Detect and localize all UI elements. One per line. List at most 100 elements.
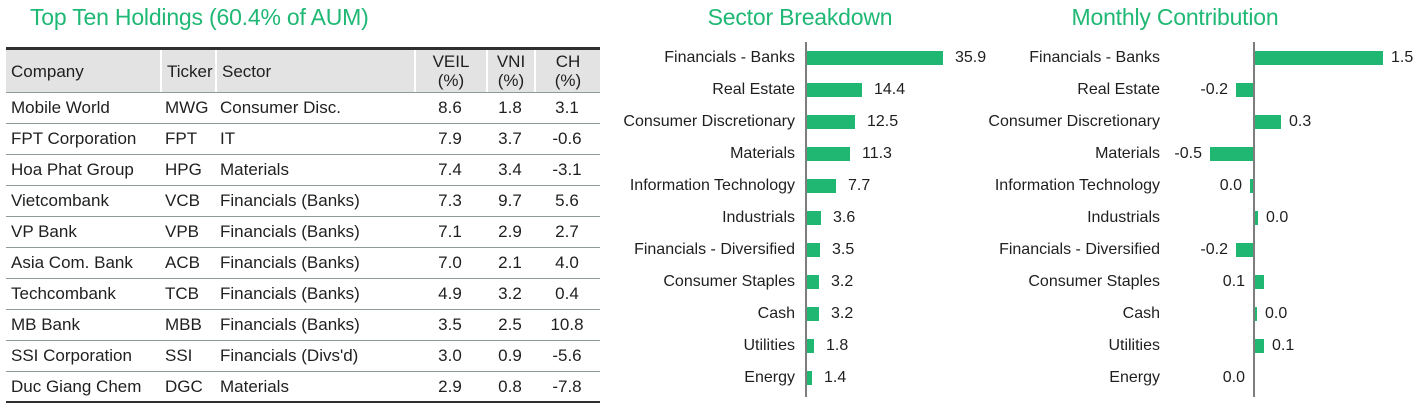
ch-cell: 2.7: [555, 222, 579, 241]
bar: [807, 115, 855, 129]
ticker-cell: ACB: [165, 253, 200, 272]
sector-cell: Financials (Divs'd): [220, 346, 359, 365]
bar: [807, 51, 943, 65]
ch-cell: -3.1: [552, 160, 582, 179]
bar: [807, 275, 819, 289]
chart-row: Financials - Banks 1.5: [970, 42, 1413, 74]
sector-cell: Financials (Banks): [220, 253, 360, 272]
vni-cell: 2.9: [498, 222, 522, 241]
category-label: Real Estate: [1077, 81, 1160, 98]
bar: [807, 307, 819, 321]
category-label: Utilities: [1108, 337, 1160, 354]
veil-cell: 7.4: [438, 160, 462, 179]
category-label: Consumer Staples: [1028, 273, 1160, 290]
sector-cell: Financials (Banks): [220, 191, 360, 210]
chart-row: Industrials 3.6: [590, 202, 1020, 234]
company-cell: Duc Giang Chem: [11, 376, 142, 396]
sector-chart-title: Sector Breakdown: [707, 4, 893, 30]
veil-cell: 7.0: [438, 253, 462, 272]
value-label: 3.5: [832, 241, 855, 258]
chart-row: Utilities 1.8: [590, 330, 1020, 362]
bar: [807, 147, 850, 161]
ch-cell: 0.4: [555, 284, 579, 303]
monthly-chart-title: Monthly Contribution: [1071, 4, 1279, 30]
category-label: Financials - Banks: [1029, 49, 1160, 66]
header-unit-label: (%): [497, 71, 525, 90]
category-label: Financials - Diversified: [999, 241, 1160, 258]
bar: [1255, 339, 1264, 353]
value-label: 1.5: [1391, 49, 1413, 66]
header-cell-vni: VNI (%): [486, 50, 534, 92]
ticker-cell: MWG: [165, 98, 209, 117]
veil-cell: 3.0: [438, 346, 462, 365]
table-row: Techcombank TCB Financials (Banks) 4.9 3.2 0.…: [6, 279, 600, 310]
vni-cell: 0.8: [498, 376, 522, 396]
value-label: -0.2: [1200, 241, 1228, 258]
category-label: Materials: [730, 145, 795, 162]
ch-cell: -7.8: [552, 376, 582, 396]
value-label: 12.5: [867, 113, 899, 130]
category-label: Information Technology: [629, 177, 795, 194]
bar: [807, 243, 820, 257]
ch-cell: 10.8: [550, 315, 584, 334]
axis-line: [805, 42, 807, 397]
chart-row: Information Technology 0.0: [970, 170, 1413, 202]
chart-row: Materials 11.3: [590, 138, 1020, 170]
holdings-table-header-row: Company Ticker Sector VEIL (%) VNI (%) CH (%): [6, 47, 600, 93]
value-label: 11.3: [862, 145, 892, 162]
sector-cell: IT: [220, 129, 236, 148]
ch-cell: -5.6: [552, 346, 582, 365]
value-label: 14.4: [874, 81, 906, 98]
category-label: Industrials: [722, 209, 795, 226]
chart-row: Energy 1.4: [590, 362, 1020, 394]
chart-row: Financials - Diversified 3.5: [590, 234, 1020, 266]
sector-cell: Materials: [220, 376, 289, 396]
value-label: 0.0: [1266, 209, 1289, 226]
ticker-cell: DGC: [165, 376, 203, 396]
veil-cell: 7.3: [438, 191, 462, 210]
veil-cell: 2.9: [438, 376, 462, 396]
vni-cell: 1.8: [498, 98, 522, 117]
ticker-cell: SSI: [165, 346, 193, 365]
chart-row: Information Technology 7.7: [590, 170, 1020, 202]
category-label: Cash: [1122, 305, 1160, 322]
ticker-cell: VCB: [165, 191, 200, 210]
value-label: 3.2: [831, 273, 854, 290]
ticker-cell: VPB: [165, 222, 200, 241]
value-label: 7.7: [848, 177, 871, 194]
sector-cell: Consumer Disc.: [220, 98, 341, 117]
bar: [1255, 51, 1383, 65]
value-label: -0.5: [1174, 145, 1202, 162]
ch-cell: 3.1: [555, 98, 579, 117]
category-label: Materials: [1095, 145, 1160, 162]
table-row: FPT Corporation FPT IT 7.9 3.7 -0.6: [6, 124, 600, 155]
header-unit-label: (%): [437, 71, 465, 90]
veil-cell: 7.1: [438, 222, 462, 241]
table-row: Asia Com. Bank ACB Financials (Banks) 7.0 2.…: [6, 248, 600, 279]
bar: [1255, 307, 1257, 321]
bar: [807, 83, 862, 97]
header-cell-ch: CH (%): [534, 50, 600, 92]
ch-cell: 4.0: [555, 253, 579, 272]
chart-row: Consumer Discretionary 0.3: [970, 106, 1413, 138]
ticker-cell: TCB: [165, 284, 199, 303]
category-label: Consumer Staples: [663, 273, 795, 290]
veil-cell: 4.9: [438, 284, 462, 303]
header-cell-company: Company: [6, 50, 160, 92]
value-label: 1.8: [826, 337, 849, 354]
vni-cell: 2.1: [498, 253, 522, 272]
vni-cell: 2.5: [498, 315, 522, 334]
vni-cell: 3.7: [498, 129, 522, 148]
category-label: Consumer Discretionary: [623, 113, 795, 130]
bar: [1236, 83, 1253, 97]
category-label: Industrials: [1087, 209, 1160, 226]
bar: [1255, 211, 1258, 225]
table-row: VP Bank VPB Financials (Banks) 7.1 2.9 2.7: [6, 217, 600, 248]
table-row: SSI Corporation SSI Financials (Divs'd) 3.0…: [6, 341, 600, 372]
chart-row: Consumer Staples 3.2: [590, 266, 1020, 298]
category-label: Utilities: [743, 337, 795, 354]
header-cell-sector: Sector: [215, 50, 414, 92]
header-label: Ticker: [167, 61, 213, 81]
category-label: Energy: [744, 369, 795, 386]
monthly-contribution-chart: Financials - Banks 1.5 Real Estate -0.2 Cons…: [970, 42, 1413, 397]
